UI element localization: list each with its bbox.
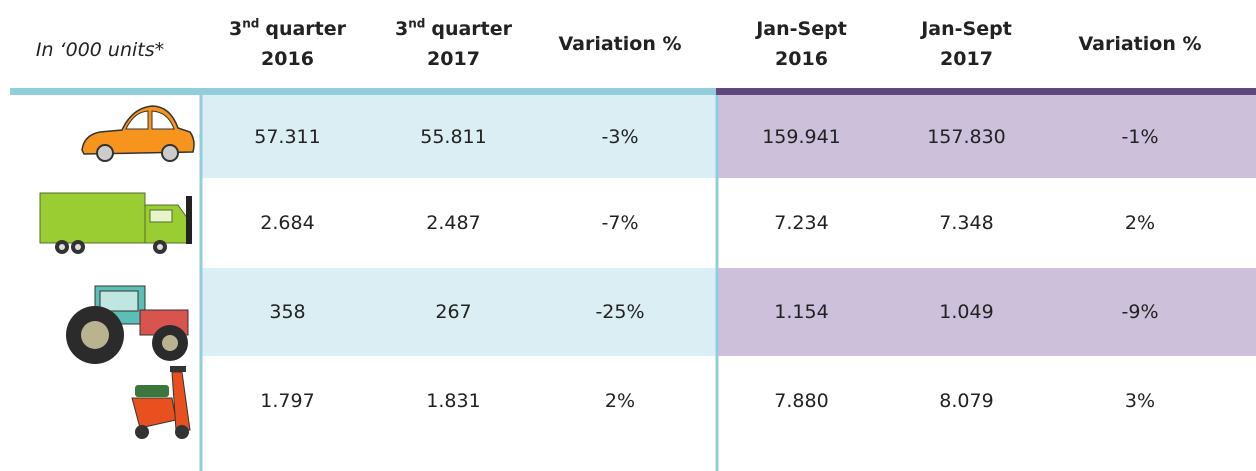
header-label: Variation % bbox=[558, 33, 681, 55]
table-cell: -3% bbox=[537, 95, 703, 178]
table-cell: 8.079 bbox=[883, 356, 1050, 445]
column-header: Jan-Sept 2016 bbox=[720, 0, 883, 88]
scooter-icon bbox=[132, 366, 190, 439]
column-header: Variation % bbox=[1050, 0, 1230, 88]
truck-icon bbox=[40, 193, 192, 254]
header-superscript: nd bbox=[242, 17, 259, 31]
tractor-icon bbox=[66, 286, 188, 364]
table-cell: 1.831 bbox=[370, 356, 537, 445]
header-label: Jan-Sept bbox=[921, 18, 1012, 40]
table-cell: 1.797 bbox=[205, 356, 370, 445]
header-line2: 2016 bbox=[261, 44, 314, 74]
column-header: 3nd quarter 2016 bbox=[205, 0, 370, 88]
table-cell: -9% bbox=[1050, 268, 1230, 356]
column-header: 3nd quarter 2017 bbox=[370, 0, 537, 88]
table-cell: 267 bbox=[370, 268, 537, 356]
header-line2: 2017 bbox=[427, 44, 480, 74]
table-cell: 1.049 bbox=[883, 268, 1050, 356]
header-rule-left bbox=[10, 88, 716, 95]
table-cell: 1.154 bbox=[720, 268, 883, 356]
header-line: Variation % bbox=[1078, 29, 1201, 59]
column-header: Variation % bbox=[537, 0, 703, 88]
table-cell: 2% bbox=[537, 356, 703, 445]
table-cell: 358 bbox=[205, 268, 370, 356]
table-cell: 2.487 bbox=[370, 178, 537, 268]
table-page: In ‘000 units* bbox=[0, 0, 1256, 471]
header-number: 3 bbox=[229, 18, 242, 40]
header-label: quarter bbox=[265, 18, 346, 40]
table-cell: 7.880 bbox=[720, 356, 883, 445]
table-cell: -25% bbox=[537, 268, 703, 356]
table-cell: -7% bbox=[537, 178, 703, 268]
unit-note: In ‘000 units* bbox=[0, 0, 200, 100]
table-cell: 55.811 bbox=[370, 95, 537, 178]
header-line: 3nd quarter bbox=[229, 14, 346, 44]
table-cell: 157.830 bbox=[883, 95, 1050, 178]
table-cell: 159.941 bbox=[720, 95, 883, 178]
table-cell: 3% bbox=[1050, 356, 1230, 445]
header-line: 3nd quarter bbox=[395, 14, 512, 44]
car-icon bbox=[82, 106, 194, 161]
header-line2: 2017 bbox=[940, 44, 993, 74]
header-line: Jan-Sept bbox=[921, 14, 1012, 44]
table-cell: 57.311 bbox=[205, 95, 370, 178]
table-cell: 7.234 bbox=[720, 178, 883, 268]
column-header: Jan-Sept 2017 bbox=[883, 0, 1050, 88]
header-number: 3 bbox=[395, 18, 408, 40]
header-line: Jan-Sept bbox=[756, 14, 847, 44]
header-rule-right bbox=[716, 88, 1256, 95]
header-label: quarter bbox=[431, 18, 512, 40]
table-cell: 2.684 bbox=[205, 178, 370, 268]
table-cell: -1% bbox=[1050, 95, 1230, 178]
table-cell: 7.348 bbox=[883, 178, 1050, 268]
table-cell: 2% bbox=[1050, 178, 1230, 268]
header-superscript: nd bbox=[408, 17, 425, 31]
header-label: Variation % bbox=[1078, 33, 1201, 55]
header-label: Jan-Sept bbox=[756, 18, 847, 40]
header-line: Variation % bbox=[558, 29, 681, 59]
header-line2: 2016 bbox=[775, 44, 828, 74]
